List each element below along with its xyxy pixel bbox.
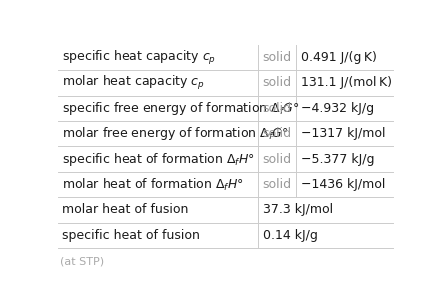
Text: 131.1 J/(mol K): 131.1 J/(mol K) bbox=[301, 77, 392, 89]
Text: −1436 kJ/mol: −1436 kJ/mol bbox=[301, 178, 385, 191]
Text: solid: solid bbox=[263, 152, 292, 166]
Text: solid: solid bbox=[263, 127, 292, 140]
Text: 0.491 J/(g K): 0.491 J/(g K) bbox=[301, 51, 377, 64]
Text: solid: solid bbox=[263, 77, 292, 89]
Text: 0.14 kJ/g: 0.14 kJ/g bbox=[264, 229, 318, 242]
Text: molar heat of fusion: molar heat of fusion bbox=[62, 203, 188, 216]
Text: solid: solid bbox=[263, 102, 292, 115]
Text: molar heat capacity $c_p$: molar heat capacity $c_p$ bbox=[62, 74, 205, 92]
Text: specific free energy of formation $\Delta_f G°$: specific free energy of formation $\Delt… bbox=[62, 100, 300, 117]
Text: specific heat capacity $c_p$: specific heat capacity $c_p$ bbox=[62, 48, 216, 66]
Text: specific heat of formation $\Delta_f H°$: specific heat of formation $\Delta_f H°$ bbox=[62, 151, 255, 167]
Text: specific heat of fusion: specific heat of fusion bbox=[62, 229, 200, 242]
Text: molar free energy of formation $\Delta_f G°$: molar free energy of formation $\Delta_f… bbox=[62, 125, 288, 142]
Text: 37.3 kJ/mol: 37.3 kJ/mol bbox=[264, 203, 334, 216]
Text: solid: solid bbox=[263, 178, 292, 191]
Text: molar heat of formation $\Delta_f H°$: molar heat of formation $\Delta_f H°$ bbox=[62, 176, 244, 192]
Text: −4.932 kJ/g: −4.932 kJ/g bbox=[301, 102, 374, 115]
Text: solid: solid bbox=[263, 51, 292, 64]
Text: −1317 kJ/mol: −1317 kJ/mol bbox=[301, 127, 385, 140]
Text: −5.377 kJ/g: −5.377 kJ/g bbox=[301, 152, 374, 166]
Text: (at STP): (at STP) bbox=[60, 257, 104, 267]
